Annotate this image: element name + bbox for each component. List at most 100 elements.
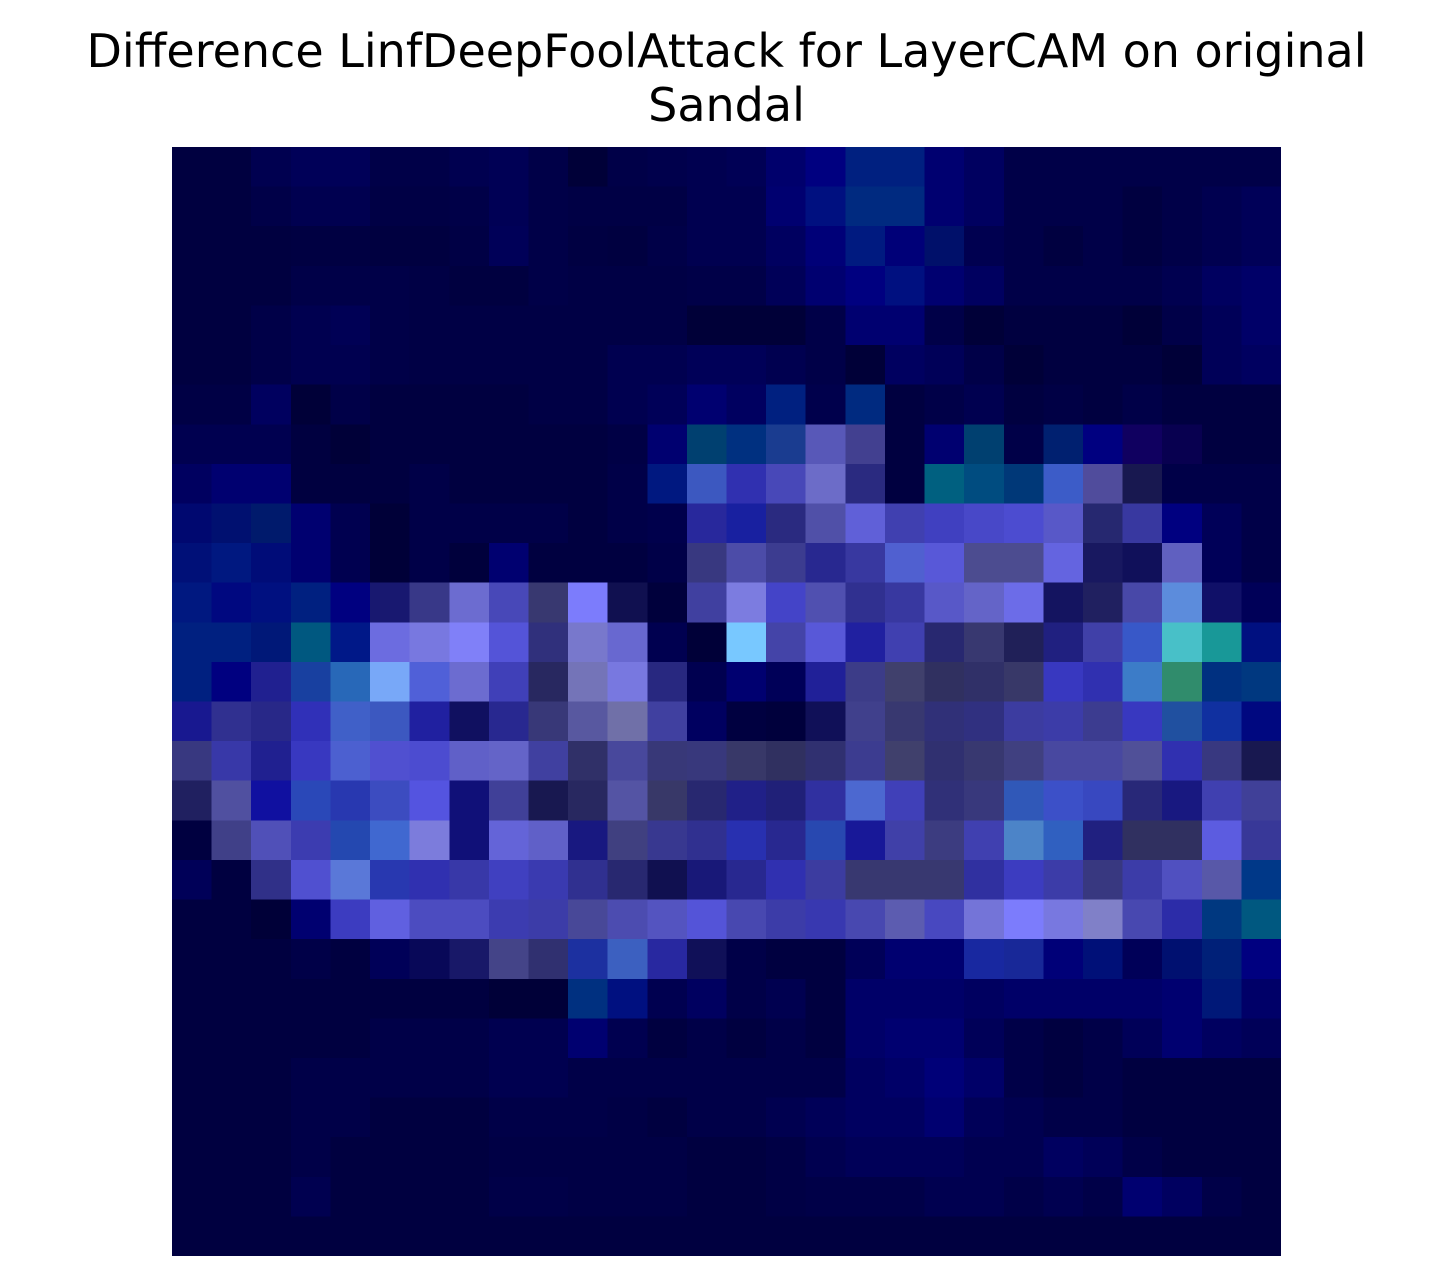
heatmap-cell-r6-c5	[370, 385, 410, 425]
heatmap-cell-r25-c11	[608, 1137, 648, 1177]
heatmap-cell-r22-c15	[766, 1018, 806, 1058]
heatmap-cell-r11-c12	[647, 583, 687, 623]
heatmap-cell-r22-c19	[925, 1018, 965, 1058]
heatmap-cell-r24-c26	[1202, 1098, 1242, 1138]
heatmap-cell-r19-c22	[1043, 900, 1083, 940]
heatmap-cell-r5-c17	[845, 345, 885, 385]
heatmap-cell-r9-c13	[687, 503, 727, 543]
heatmap-cell-r15-c18	[885, 741, 925, 781]
heatmap-cell-r23-c22	[1043, 1058, 1083, 1098]
heatmap-cell-r20-c10	[568, 939, 608, 979]
heatmap-cell-r24-c11	[608, 1098, 648, 1138]
heatmap-cell-r12-c16	[806, 622, 846, 662]
heatmap-cell-r11-c2	[251, 583, 291, 623]
heatmap-cell-r12-c19	[925, 622, 965, 662]
heatmap-cell-r24-c15	[766, 1098, 806, 1138]
heatmap-cell-r11-c18	[885, 583, 925, 623]
heatmap-cell-r5-c6	[410, 345, 450, 385]
heatmap-cell-r13-c13	[687, 662, 727, 702]
heatmap-cell-r24-c10	[568, 1098, 608, 1138]
heatmap-cell-r6-c27	[1241, 385, 1281, 425]
heatmap-cell-r1-c13	[687, 187, 727, 227]
heatmap-cell-r7-c1	[212, 424, 252, 464]
heatmap-cell-r13-c27	[1241, 662, 1281, 702]
heatmap-cell-r0-c3	[291, 147, 331, 187]
heatmap-cell-r1-c12	[647, 187, 687, 227]
heatmap-cell-r5-c22	[1043, 345, 1083, 385]
heatmap-cell-r9-c4	[330, 503, 370, 543]
heatmap-cell-r20-c13	[687, 939, 727, 979]
heatmap-cell-r12-c22	[1043, 622, 1083, 662]
heatmap-cell-r3-c13	[687, 266, 727, 306]
heatmap-cell-r18-c27	[1241, 860, 1281, 900]
heatmap-cell-r6-c7	[449, 385, 489, 425]
heatmap-cell-r17-c3	[291, 820, 331, 860]
heatmap-cell-r14-c18	[885, 702, 925, 742]
heatmap-cell-r11-c5	[370, 583, 410, 623]
heatmap-cell-r11-c3	[291, 583, 331, 623]
heatmap-cell-r0-c24	[1123, 147, 1163, 187]
heatmap-cell-r26-c26	[1202, 1177, 1242, 1217]
heatmap-cell-r22-c12	[647, 1018, 687, 1058]
heatmap-cell-r10-c19	[925, 543, 965, 583]
heatmap-cell-r25-c7	[449, 1137, 489, 1177]
heatmap-cell-r23-c3	[291, 1058, 331, 1098]
heatmap-cell-r14-c24	[1123, 702, 1163, 742]
heatmap-cell-r3-c9	[528, 266, 568, 306]
heatmap-cell-r15-c27	[1241, 741, 1281, 781]
heatmap-cell-r27-c6	[410, 1216, 450, 1256]
heatmap-cell-r1-c10	[568, 187, 608, 227]
heatmap-cell-r6-c15	[766, 385, 806, 425]
heatmap-cell-r21-c26	[1202, 979, 1242, 1019]
heatmap-cell-r1-c26	[1202, 187, 1242, 227]
heatmap-cell-r2-c19	[925, 226, 965, 266]
heatmap-cell-r0-c15	[766, 147, 806, 187]
heatmap-cell-r23-c18	[885, 1058, 925, 1098]
heatmap-cell-r14-c20	[964, 702, 1004, 742]
heatmap-cell-r5-c21	[1004, 345, 1044, 385]
heatmap-cell-r24-c21	[1004, 1098, 1044, 1138]
heatmap-cell-r11-c7	[449, 583, 489, 623]
heatmap-cell-r18-c11	[608, 860, 648, 900]
heatmap-cell-r15-c6	[410, 741, 450, 781]
heatmap-cell-r15-c23	[1083, 741, 1123, 781]
heatmap-cell-r19-c13	[687, 900, 727, 940]
heatmap-cell-r1-c22	[1043, 187, 1083, 227]
heatmap-cell-r15-c10	[568, 741, 608, 781]
heatmap-cell-r0-c12	[647, 147, 687, 187]
heatmap-cell-r14-c6	[410, 702, 450, 742]
heatmap-cell-r26-c15	[766, 1177, 806, 1217]
heatmap-cell-r9-c8	[489, 503, 529, 543]
heatmap-cell-r27-c25	[1162, 1216, 1202, 1256]
heatmap-cell-r9-c20	[964, 503, 1004, 543]
heatmap-cell-r5-c11	[608, 345, 648, 385]
heatmap-cell-r5-c16	[806, 345, 846, 385]
heatmap-cell-r16-c12	[647, 781, 687, 821]
heatmap-cell-r19-c23	[1083, 900, 1123, 940]
heatmap-cell-r26-c16	[806, 1177, 846, 1217]
heatmap-cell-r18-c20	[964, 860, 1004, 900]
heatmap-cell-r0-c10	[568, 147, 608, 187]
heatmap-cell-r19-c6	[410, 900, 450, 940]
heatmap-cell-r15-c2	[251, 741, 291, 781]
heatmap-cell-r4-c0	[172, 305, 212, 345]
heatmap-cell-r2-c10	[568, 226, 608, 266]
heatmap-cell-r22-c6	[410, 1018, 450, 1058]
heatmap-cell-r7-c23	[1083, 424, 1123, 464]
heatmap-cell-r0-c4	[330, 147, 370, 187]
heatmap-cell-r27-c10	[568, 1216, 608, 1256]
heatmap-cell-r17-c23	[1083, 820, 1123, 860]
heatmap-cell-r20-c25	[1162, 939, 1202, 979]
heatmap-cell-r2-c6	[410, 226, 450, 266]
heatmap-cell-r5-c26	[1202, 345, 1242, 385]
heatmap-cell-r15-c1	[212, 741, 252, 781]
heatmap-cell-r25-c21	[1004, 1137, 1044, 1177]
heatmap-cell-r13-c18	[885, 662, 925, 702]
heatmap-cell-r20-c14	[727, 939, 767, 979]
heatmap-cell-r12-c13	[687, 622, 727, 662]
heatmap-cell-r10-c21	[1004, 543, 1044, 583]
heatmap-cell-r6-c23	[1083, 385, 1123, 425]
heatmap-cell-r9-c19	[925, 503, 965, 543]
heatmap-cell-r5-c12	[647, 345, 687, 385]
heatmap-cell-r11-c25	[1162, 583, 1202, 623]
